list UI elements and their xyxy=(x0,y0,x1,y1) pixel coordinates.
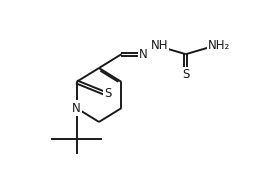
Text: NH₂: NH₂ xyxy=(208,39,230,52)
Text: N: N xyxy=(72,102,81,115)
Text: S: S xyxy=(182,68,189,82)
Text: S: S xyxy=(105,87,112,100)
Text: NH: NH xyxy=(151,39,168,52)
Text: N: N xyxy=(139,48,147,61)
